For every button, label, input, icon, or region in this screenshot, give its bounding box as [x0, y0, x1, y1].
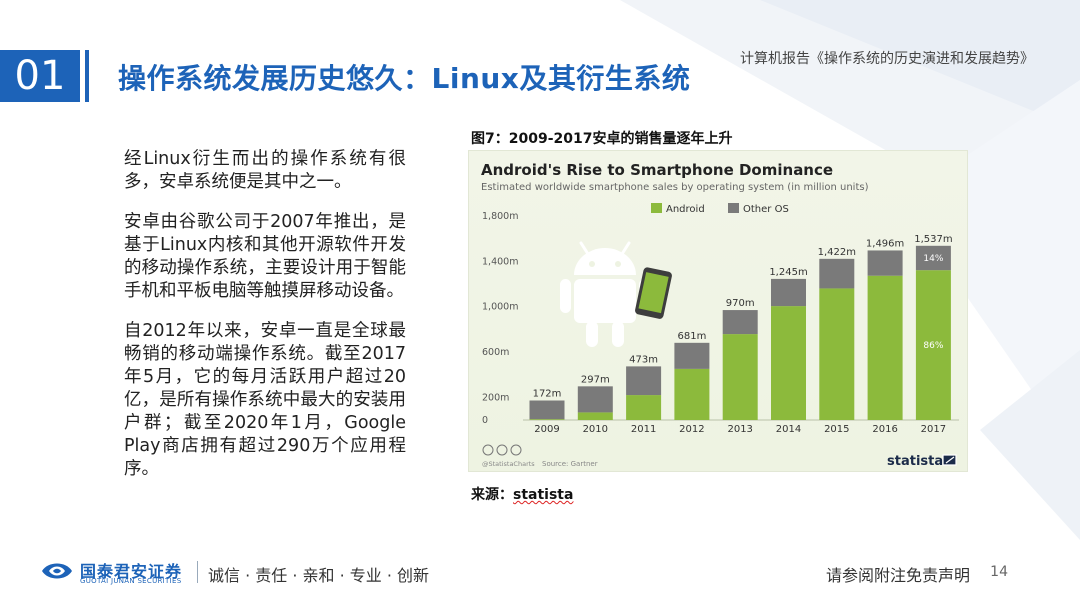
share-label-other: 14% — [923, 254, 943, 264]
legend-other-label: Other OS — [743, 204, 789, 215]
total-label: 970m — [726, 298, 755, 309]
total-labels: 172m 297m 473m 681m 970m 1,245m 1,422m 1,496m 1,… — [533, 234, 953, 400]
x-tick-label: 2013 — [727, 424, 752, 435]
company-name: 国泰君安证券 — [80, 562, 183, 581]
figure-caption: 图7：2009-2017安卓的销售量逐年上升 — [471, 131, 733, 147]
total-label: 1,496m — [866, 238, 904, 249]
footer: 国泰君安证券 GUOTAI JUNAN SECURITIES 诚信 · 责任 ·… — [0, 553, 1080, 589]
bar-android — [674, 368, 710, 420]
bar-other-os — [674, 342, 710, 369]
total-label: 473m — [629, 354, 658, 365]
x-tick-label: 2011 — [631, 424, 656, 435]
source-name: statista — [513, 487, 574, 503]
bar-other-os — [722, 310, 758, 335]
guotai-junan-logo-icon — [42, 563, 72, 579]
total-label: 172m — [533, 389, 562, 400]
total-label: 681m — [677, 331, 706, 342]
footer-divider — [197, 561, 198, 583]
section-divider — [85, 50, 89, 102]
section-number: 01 — [0, 50, 80, 102]
total-label: 1,245m — [769, 267, 807, 278]
figure-source: 来源：statista — [471, 484, 573, 504]
company-slogan: 诚信 · 责任 · 亲和 · 专业 · 创新 — [208, 566, 430, 585]
x-tick-label: 2015 — [824, 424, 849, 435]
y-tick-label: 1,800m — [482, 211, 518, 222]
bar-other-os — [529, 400, 565, 420]
x-tick-label: 2010 — [583, 424, 608, 435]
android-sales-chart: Android's Rise to Smartphone Dominance E… — [481, 161, 959, 469]
x-tick-label: 2016 — [872, 424, 897, 435]
share-labels: 14% 86% — [923, 254, 943, 351]
x-axis: 2009 2010 2011 2012 2013 2014 2015 2016 2017 — [534, 424, 946, 435]
bar-other-os — [626, 366, 662, 396]
y-tick-label: 0 — [482, 415, 488, 426]
bar-android — [529, 419, 565, 420]
x-tick-label: 2014 — [776, 424, 801, 435]
bar-android — [577, 412, 613, 420]
x-tick-label: 2009 — [534, 424, 559, 435]
statista-logo-mark — [942, 454, 957, 466]
chart-panel: Android's Rise to Smartphone Dominance E… — [468, 150, 968, 472]
bar-other-os — [915, 245, 951, 271]
chart-source-note: Source: Gartner — [542, 460, 598, 468]
bar-android — [626, 395, 662, 420]
report-tag: 计算机报告《操作系统的历史演进和发展趋势》 — [740, 51, 1034, 67]
bar-other-os — [577, 386, 613, 413]
legend-other-swatch — [728, 203, 739, 213]
legend-android-label: Android — [666, 204, 705, 215]
y-tick-label: 200m — [482, 392, 509, 403]
bar-other-os — [867, 250, 903, 276]
x-tick-label: 2012 — [679, 424, 704, 435]
bar-android — [915, 270, 951, 420]
license-icons — [482, 444, 522, 456]
body-text: 经Linux衍生而出的操作系统有很多，安卓系统便是其中之一。 安卓由谷歌公司于2… — [124, 148, 406, 498]
bar-other-os — [819, 258, 855, 289]
statista-handle: @StatistaCharts — [482, 460, 535, 468]
bar-other-os — [771, 278, 806, 307]
disclaimer-link[interactable]: 请参阅附注免责声明 — [825, 566, 970, 585]
page-number: 14 — [990, 564, 1008, 580]
y-tick-label: 1,400m — [482, 256, 518, 267]
statista-logo: statista — [887, 454, 943, 469]
source-label: 来源： — [471, 487, 513, 503]
company-name-en: GUOTAI JUNAN SECURITIES — [80, 577, 182, 585]
bar-android — [819, 288, 855, 420]
y-tick-label: 1,000m — [482, 302, 518, 313]
android-robot-icon — [560, 241, 650, 347]
bar-android — [771, 306, 806, 420]
paragraph: 安卓由谷歌公司于2007年推出，是基于Linux内核和其他开源软件开发的移动操作… — [124, 212, 406, 301]
share-label-android: 86% — [923, 341, 943, 351]
chart-subtitle: Estimated worldwide smartphone sales by … — [481, 182, 869, 193]
chart-title: Android's Rise to Smartphone Dominance — [481, 161, 833, 179]
bar-android — [867, 275, 903, 420]
total-label: 297m — [581, 374, 610, 385]
total-label: 1,537m — [914, 234, 952, 245]
total-label: 1,422m — [818, 247, 856, 258]
paragraph: 经Linux衍生而出的操作系统有很多，安卓系统便是其中之一。 — [124, 149, 406, 192]
bars — [529, 245, 951, 420]
legend-android-swatch — [651, 203, 662, 213]
smartphone-icon — [635, 267, 672, 319]
paragraph: 自2012年以来，安卓一直是全球最畅销的移动端操作系统。截至2017年5月，它的… — [124, 321, 406, 479]
y-tick-label: 600m — [482, 347, 509, 358]
page-title: 操作系统发展历史悠久：Linux及其衍生系统 — [118, 62, 691, 95]
x-tick-label: 2017 — [921, 424, 946, 435]
bar-android — [722, 334, 758, 420]
